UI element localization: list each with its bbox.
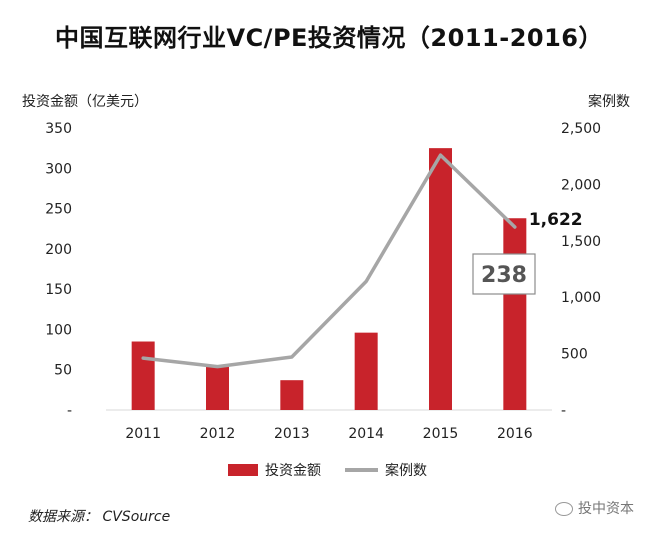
right-tick-label: 2,000: [561, 177, 601, 193]
left-tick-label: 200: [45, 242, 72, 258]
x-tick-label: 2014: [348, 426, 384, 442]
right-axis-title: 案例数: [588, 94, 630, 110]
bar: [354, 332, 378, 410]
bar: [131, 341, 155, 410]
chart-title: 中国互联网行业VC/PE投资情况（2011-2016）: [55, 24, 603, 52]
right-tick-label: -: [561, 403, 566, 419]
watermark-text: 投中资本: [578, 501, 634, 517]
right-tick-label: 500: [561, 347, 588, 363]
x-tick-label: 2016: [497, 426, 533, 442]
left-tick-label: 250: [45, 202, 72, 218]
line-end-data-label: 1,622: [529, 210, 583, 230]
left-tick-label: 350: [45, 121, 72, 137]
legend-line-label: 案例数: [385, 462, 427, 479]
right-tick-label: 1,000: [561, 290, 601, 306]
legend-bar-swatch: [228, 464, 258, 476]
left-tick-label: -: [67, 403, 72, 419]
watermark: 投中资本: [555, 498, 634, 518]
left-tick-label: 100: [45, 322, 72, 338]
data-source-note: 数据来源： CVSource: [28, 509, 171, 525]
bar: [280, 380, 304, 410]
bar: [206, 365, 229, 410]
right-tick-label: 2,500: [561, 121, 601, 137]
x-tick-label: 2012: [200, 426, 236, 442]
data-label-box: [472, 253, 536, 295]
x-tick-label: 2011: [125, 426, 161, 442]
left-tick-label: 150: [45, 282, 72, 298]
left-tick-label: 50: [54, 363, 72, 379]
line-series: [141, 153, 517, 369]
bar: [429, 148, 452, 410]
bar: [503, 218, 527, 410]
legend-bar-label: 投资金额: [265, 463, 321, 479]
x-tick-label: 2013: [274, 426, 310, 442]
x-tick-label: 2015: [423, 426, 459, 442]
left-tick-label: 300: [45, 161, 72, 177]
right-tick-label: 1,500: [561, 234, 601, 250]
bar-data-label: 238: [481, 263, 527, 288]
wechat-logo-icon: [555, 502, 573, 516]
left-axis-title: 投资金额（亿美元）: [22, 94, 148, 110]
